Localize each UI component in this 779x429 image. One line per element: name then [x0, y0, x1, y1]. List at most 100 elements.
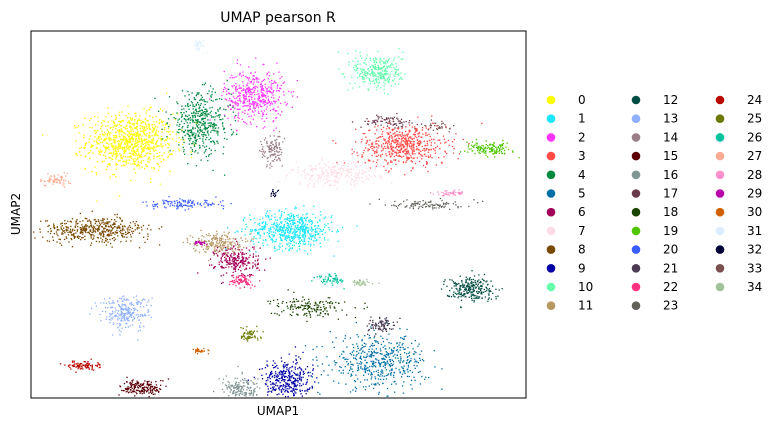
scatter-point	[244, 95, 246, 97]
scatter-point	[108, 149, 110, 151]
scatter-point	[420, 155, 423, 157]
scatter-point	[395, 63, 397, 65]
scatter-point	[395, 140, 397, 142]
scatter-point	[129, 225, 131, 227]
scatter-point	[385, 71, 387, 73]
scatter-point	[411, 388, 413, 390]
scatter-point	[320, 177, 322, 179]
scatter-point	[318, 233, 320, 235]
scatter-point	[90, 237, 92, 239]
scatter-point	[406, 328, 408, 331]
scatter-point	[286, 376, 289, 379]
scatter-point	[202, 140, 204, 142]
scatter-point	[262, 95, 265, 97]
scatter-point	[227, 88, 229, 90]
scatter-point	[226, 249, 228, 251]
scatter-point	[243, 253, 245, 255]
scatter-point	[452, 152, 455, 154]
scatter-point	[386, 65, 388, 68]
scatter-point	[184, 153, 186, 155]
scatter-point	[433, 138, 435, 140]
scatter-point	[318, 228, 320, 230]
scatter-point	[289, 232, 291, 234]
scatter-point	[167, 118, 170, 120]
scatter-point	[285, 218, 287, 220]
scatter-point	[121, 148, 124, 151]
scatter-point	[426, 163, 428, 165]
scatter-point	[324, 239, 326, 241]
scatter-point	[262, 228, 264, 230]
scatter-point	[358, 363, 360, 365]
scatter-point	[303, 172, 306, 174]
scatter-point	[306, 212, 308, 215]
scatter-point	[143, 236, 145, 238]
scatter-point	[381, 357, 383, 360]
scatter-point	[126, 142, 128, 144]
scatter-point	[373, 329, 375, 332]
scatter-point	[387, 352, 389, 355]
scatter-point	[288, 90, 290, 92]
scatter-point	[383, 77, 385, 79]
scatter-point	[136, 121, 138, 123]
scatter-point	[291, 248, 293, 250]
scatter-point	[126, 148, 128, 150]
scatter-point	[128, 136, 130, 138]
scatter-point	[419, 357, 421, 360]
scatter-point	[408, 144, 410, 146]
scatter-point	[365, 147, 367, 149]
scatter-point	[135, 142, 137, 144]
scatter-point	[292, 169, 294, 171]
scatter-point	[387, 146, 389, 148]
scatter-point	[161, 138, 164, 140]
scatter-point	[195, 103, 197, 105]
scatter-point	[290, 228, 292, 230]
scatter-point	[66, 229, 68, 231]
scatter-point	[201, 124, 203, 127]
scatter-point	[263, 89, 265, 92]
scatter-point	[328, 176, 330, 179]
scatter-point	[299, 373, 301, 376]
scatter-point	[256, 77, 258, 79]
scatter-point	[201, 123, 203, 125]
scatter-point	[346, 173, 349, 175]
scatter-point	[113, 140, 115, 142]
scatter-point	[108, 221, 110, 223]
scatter-point	[373, 151, 375, 153]
scatter-point	[235, 265, 238, 267]
scatter-point	[396, 149, 398, 151]
scatter-point	[242, 258, 245, 260]
scatter-point	[355, 50, 357, 52]
scatter-point	[360, 366, 362, 368]
scatter-point	[396, 130, 398, 132]
scatter-point	[406, 157, 408, 159]
scatter-point	[233, 258, 235, 260]
scatter-point	[126, 127, 128, 130]
scatter-point	[208, 113, 210, 115]
scatter-point	[394, 138, 396, 141]
scatter-point	[301, 218, 303, 221]
scatter-point	[282, 82, 284, 84]
scatter-point	[395, 367, 397, 369]
scatter-point	[364, 356, 366, 359]
scatter-point	[84, 227, 86, 229]
scatter-point	[291, 390, 293, 392]
scatter-point	[356, 370, 359, 372]
scatter-point	[143, 149, 145, 151]
cluster-1-points	[225, 205, 358, 257]
scatter-point	[150, 106, 152, 108]
scatter-point	[129, 226, 131, 229]
scatter-point	[71, 246, 74, 248]
scatter-point	[361, 156, 364, 158]
scatter-point	[283, 225, 285, 227]
scatter-point	[111, 229, 113, 231]
scatter-point	[436, 145, 438, 148]
scatter-point	[325, 164, 327, 166]
scatter-point	[385, 73, 387, 75]
scatter-point	[389, 73, 391, 75]
scatter-point	[220, 258, 222, 260]
scatter-point	[384, 159, 386, 161]
scatter-point	[107, 147, 109, 149]
scatter-point	[230, 108, 232, 110]
scatter-point	[246, 123, 248, 125]
scatter-point	[149, 150, 151, 152]
